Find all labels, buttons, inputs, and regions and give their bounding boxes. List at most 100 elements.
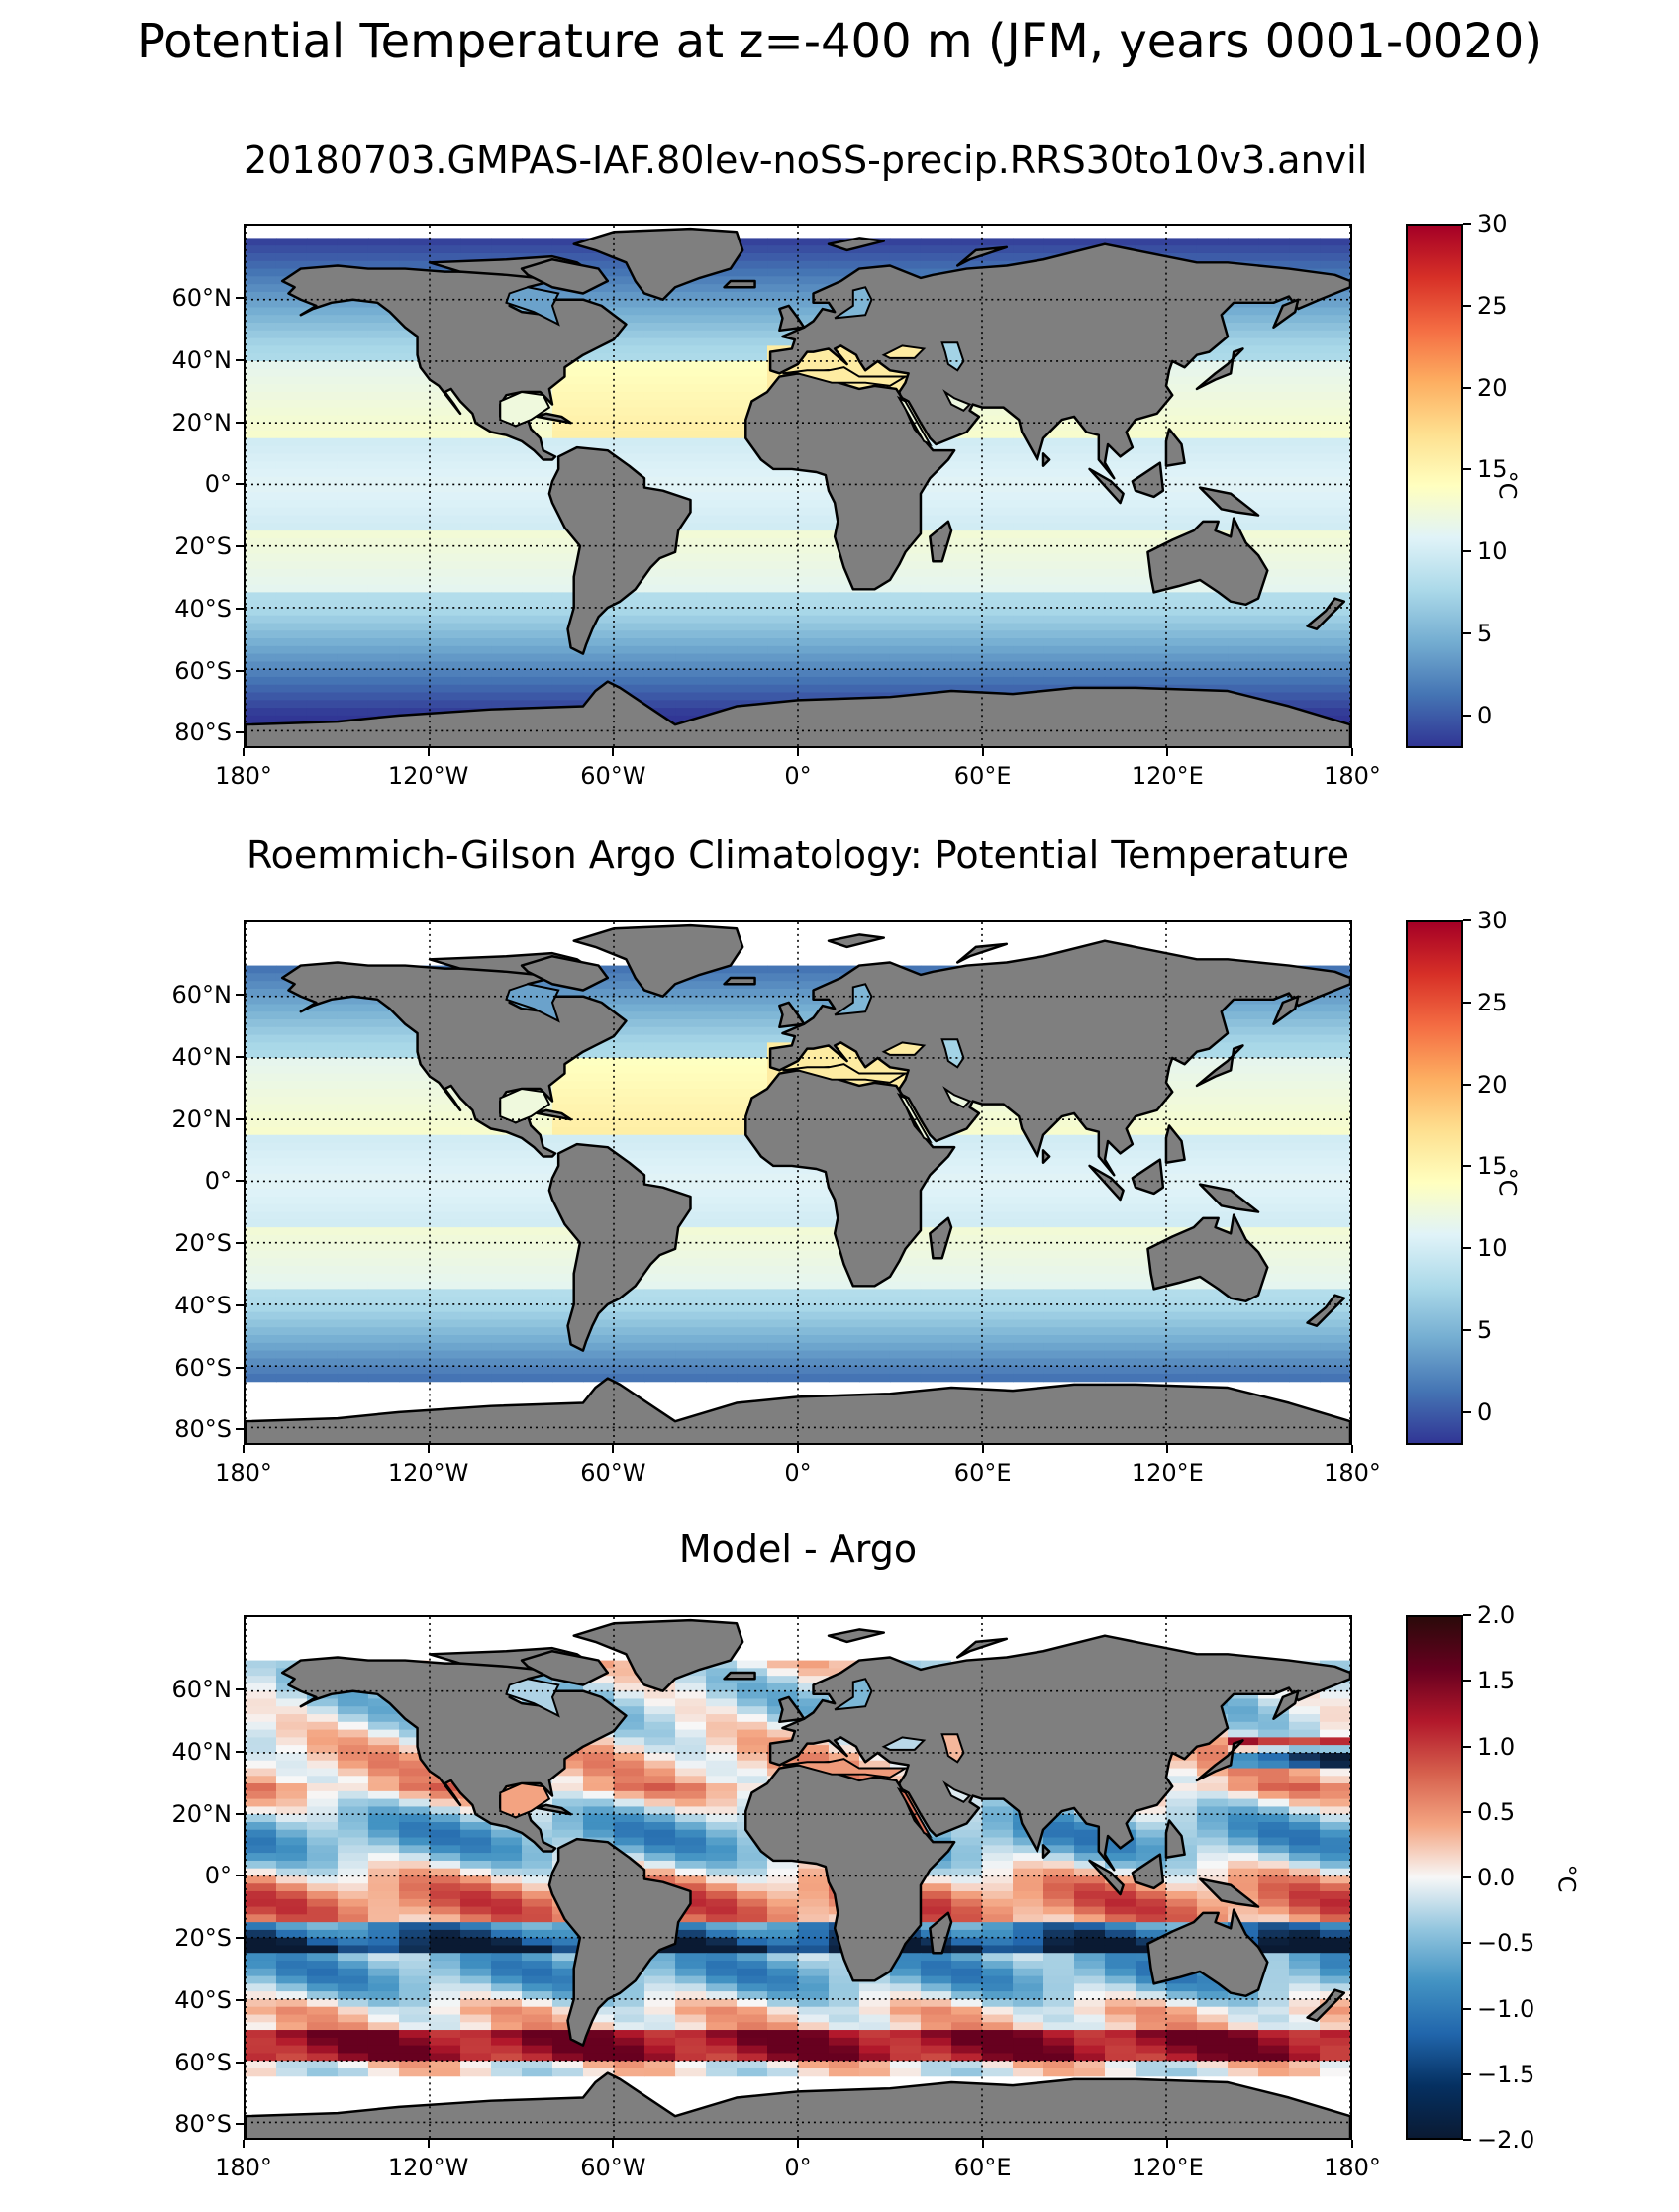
field-cell xyxy=(951,669,983,678)
field-cell xyxy=(613,376,645,385)
field-cell xyxy=(1013,1373,1044,1383)
field-cell xyxy=(551,431,584,439)
field-cell xyxy=(430,661,461,670)
field-cell xyxy=(246,607,277,617)
field-cell xyxy=(551,653,584,662)
field-cell xyxy=(643,1327,676,1336)
field-cell xyxy=(367,1350,400,1359)
field-cell xyxy=(737,645,768,655)
field-cell xyxy=(951,1297,983,1305)
field-cell xyxy=(706,307,738,316)
field-cell xyxy=(767,1289,799,1298)
field-cell xyxy=(1289,461,1321,470)
field-cell xyxy=(337,1319,369,1328)
field-cell xyxy=(737,1319,768,1328)
field-cell xyxy=(1104,545,1136,555)
field-cell xyxy=(1320,399,1350,409)
field-cell xyxy=(1013,661,1044,670)
field-cell xyxy=(337,1297,369,1305)
field-cell xyxy=(399,1783,431,1792)
field-cell xyxy=(522,461,553,470)
field-cell xyxy=(306,1158,339,1167)
field-cell xyxy=(1013,1327,1044,1336)
field-cell xyxy=(951,515,983,524)
field-cell xyxy=(337,1019,369,1028)
field-cell xyxy=(1258,1350,1290,1359)
field-cell xyxy=(706,360,738,370)
field-cell xyxy=(306,307,339,316)
field-cell xyxy=(1320,1319,1350,1328)
field-cell xyxy=(675,1273,707,1283)
field-cell xyxy=(1074,545,1106,555)
field-cell xyxy=(337,1358,369,1367)
field-cell xyxy=(399,676,431,686)
field-cell xyxy=(246,1289,277,1298)
field-cell xyxy=(275,692,308,701)
field-cell xyxy=(1165,1311,1198,1321)
field-cell xyxy=(522,423,553,432)
field-cell xyxy=(798,1219,830,1228)
field-cell xyxy=(798,584,830,593)
field-cell xyxy=(675,1266,707,1275)
field-cell xyxy=(675,1250,707,1259)
field-cell xyxy=(706,607,738,617)
field-cell xyxy=(306,468,339,478)
field-cell xyxy=(582,1119,615,1128)
field-cell xyxy=(246,399,277,409)
field-cell xyxy=(1228,384,1259,393)
field-cell xyxy=(430,507,461,517)
water-black-sea xyxy=(881,1041,927,1056)
field-cell xyxy=(460,1227,492,1236)
field-cell xyxy=(399,437,431,447)
field-cell xyxy=(1196,1134,1229,1144)
field-cell xyxy=(675,1011,707,1020)
field-cell xyxy=(337,708,369,717)
field-cell xyxy=(582,392,615,401)
field-cell xyxy=(491,569,523,578)
field-cell xyxy=(275,431,308,439)
field-cell xyxy=(643,1266,676,1275)
field-cell xyxy=(889,1273,922,1283)
water-mediterranean xyxy=(782,366,910,387)
field-cell xyxy=(551,376,584,385)
field-cell xyxy=(306,561,339,570)
field-cell xyxy=(613,1342,645,1352)
field-cell xyxy=(613,661,645,670)
field-cell xyxy=(643,1373,676,1383)
field-cell xyxy=(858,1297,891,1305)
field-cell xyxy=(337,507,369,517)
field-cell xyxy=(1320,1714,1350,1723)
field-cell xyxy=(1228,437,1259,447)
field-cell xyxy=(582,1311,615,1321)
field-cell xyxy=(367,1142,400,1151)
field-cell xyxy=(522,553,553,562)
field-cell xyxy=(828,1297,860,1305)
field-cell xyxy=(522,600,553,609)
field-cell xyxy=(430,623,461,631)
field-cell xyxy=(582,1776,615,1784)
field-cell xyxy=(367,1790,400,1800)
field-cell xyxy=(1043,431,1075,439)
field-cell xyxy=(613,965,645,974)
field-cell xyxy=(367,330,400,339)
field-cell xyxy=(337,1350,369,1359)
field-cell xyxy=(706,569,738,578)
field-cell xyxy=(858,653,891,662)
field-cell xyxy=(675,368,707,378)
field-cell xyxy=(399,1173,431,1183)
field-cell xyxy=(767,245,799,254)
field-cell xyxy=(767,1729,799,1738)
field-cell xyxy=(1258,353,1290,362)
field-cell xyxy=(430,1273,461,1283)
field-cell xyxy=(582,1127,615,1136)
field-cell xyxy=(706,1319,738,1328)
field-cell xyxy=(1135,1150,1167,1159)
field-cell xyxy=(367,1042,400,1051)
field-cell xyxy=(798,692,830,701)
field-cell xyxy=(613,1737,645,1746)
field-cell xyxy=(367,1729,400,1738)
field-cell xyxy=(951,1289,983,1298)
field-cell xyxy=(551,1065,584,1075)
field-cell xyxy=(1013,1219,1044,1228)
field-cell xyxy=(706,276,738,285)
